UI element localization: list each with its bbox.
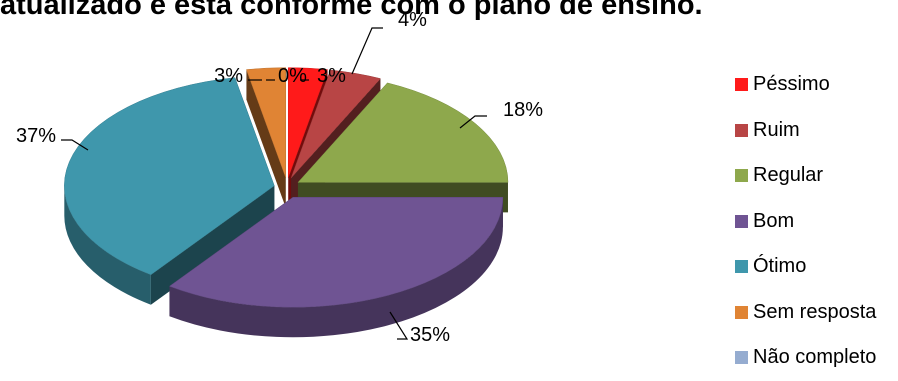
legend-item: Regular (735, 153, 876, 199)
data-label-0: 3% (317, 65, 346, 87)
data-label-4: 37% (16, 125, 56, 147)
legend-label: Bom (753, 210, 794, 233)
legend-swatch (735, 169, 748, 182)
legend-item: Bom (735, 199, 876, 245)
legend-item: Sem resposta (735, 290, 876, 336)
legend-label: Sem resposta (753, 301, 876, 324)
legend-swatch (735, 215, 748, 228)
legend-swatch (735, 124, 748, 137)
legend-label: Não completo (753, 346, 876, 369)
legend-label: Ótimo (753, 255, 806, 278)
legend-swatch (735, 78, 748, 91)
legend-label: Regular (753, 164, 823, 187)
legend-label: Péssimo (753, 73, 830, 96)
data-label-2: 18% (503, 99, 543, 121)
legend-swatch (735, 260, 748, 273)
data-label-6: 0% (278, 65, 307, 87)
legend-item: Ruim (735, 108, 876, 154)
data-label-5: 3% (214, 65, 243, 87)
legend: Péssimo Ruim Regular Bom Ótimo Sem resposta Nã… (735, 62, 876, 381)
data-label-1: 4% (398, 9, 427, 31)
legend-item: Péssimo (735, 62, 876, 108)
legend-swatch (735, 306, 748, 319)
data-label-3: 35% (410, 324, 450, 346)
legend-swatch (735, 351, 748, 364)
leader-line-1 (352, 28, 383, 74)
legend-item: Ótimo (735, 244, 876, 290)
legend-item: Não completo (735, 335, 876, 381)
legend-label: Ruim (753, 119, 800, 142)
